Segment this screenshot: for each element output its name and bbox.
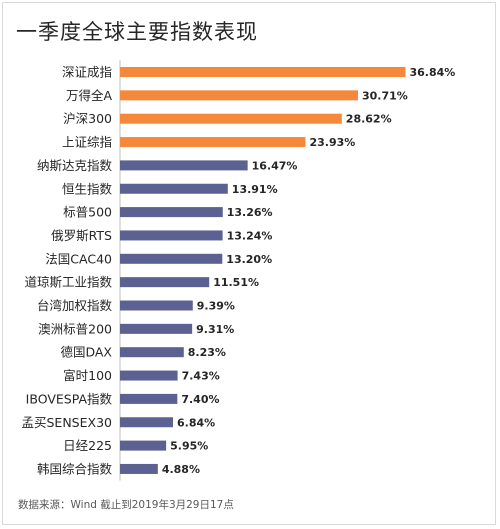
category-label: 德国DAX [60, 345, 112, 360]
category-label: 沪深300 [63, 111, 112, 126]
value-label: 30.71% [362, 89, 408, 102]
category-label: 标普500 [63, 205, 112, 220]
category-label: 道琼斯工业指数 [24, 275, 112, 290]
bar [120, 253, 223, 264]
bar [120, 183, 228, 194]
value-label: 36.84% [410, 66, 456, 79]
value-label: 13.26% [227, 206, 273, 219]
value-label: 5.95% [170, 440, 208, 453]
category-label: 日经225 [63, 438, 112, 453]
category-label: 纳斯达克指数 [37, 158, 113, 173]
chart-frame [2, 2, 496, 525]
category-label: 孟买SENSEX30 [22, 415, 113, 430]
bar [120, 417, 174, 428]
bar [120, 67, 406, 77]
bar [120, 463, 158, 474]
bar [120, 440, 167, 451]
bar [120, 393, 178, 404]
bar [120, 137, 306, 148]
category-label: 澳洲标普200 [38, 321, 112, 336]
value-label: 13.91% [232, 183, 278, 196]
value-label: 9.31% [196, 323, 234, 336]
category-label: 上证综指 [62, 135, 112, 150]
category-label: 俄罗斯RTS [51, 228, 112, 243]
value-label: 23.93% [309, 136, 355, 149]
value-label: 4.88% [162, 463, 200, 476]
value-label: 9.39% [197, 300, 235, 313]
value-label: 13.20% [226, 253, 272, 266]
source-note: 数据来源：Wind 截止到2019年3月29日17点 [18, 499, 234, 511]
bar [120, 113, 342, 124]
value-label: 6.84% [177, 416, 215, 429]
category-label: 台湾加权指数 [37, 298, 113, 313]
bar [120, 160, 248, 171]
value-label: 16.47% [252, 159, 298, 172]
bar [120, 347, 184, 358]
category-label: 法国CAC40 [45, 251, 112, 266]
bar [120, 370, 178, 381]
category-label: 恒生指数 [62, 181, 113, 196]
category-label: 韩国综合指数 [37, 461, 113, 476]
value-label: 13.24% [227, 229, 273, 242]
bar [120, 207, 223, 218]
bar [120, 230, 223, 241]
value-label: 7.40% [181, 393, 219, 406]
chart-title: 一季度全球主要指数表现 [16, 20, 258, 44]
category-label: IBOVESPA指数 [26, 391, 113, 406]
bar [120, 300, 193, 311]
category-label: 深证成指 [62, 65, 112, 80]
value-label: 7.43% [182, 370, 220, 383]
value-label: 11.51% [213, 276, 259, 289]
value-label: 28.62% [346, 113, 392, 126]
category-label: 富时100 [63, 368, 112, 383]
bar [120, 277, 210, 288]
bar [120, 323, 193, 334]
value-label: 8.23% [188, 346, 226, 359]
bar [120, 90, 359, 101]
category-label: 万得全A [66, 88, 113, 103]
